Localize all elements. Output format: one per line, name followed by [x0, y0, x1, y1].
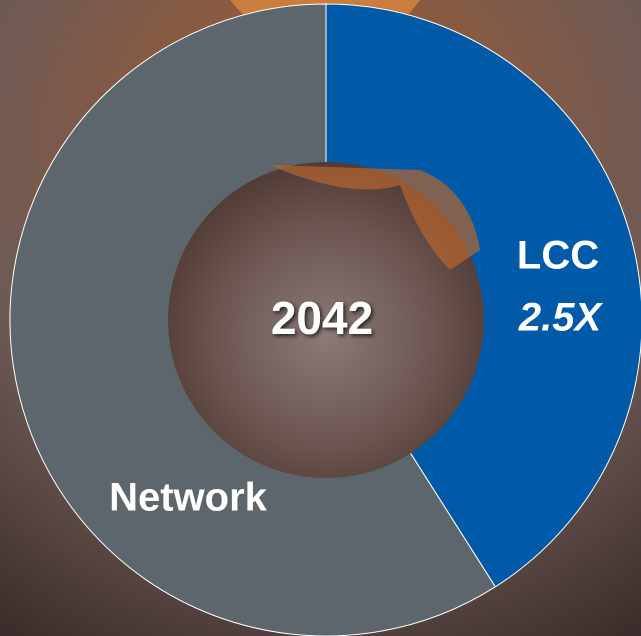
center-label: 2042	[271, 292, 373, 344]
slice-annotation: 2.5X	[518, 296, 604, 340]
donut-hole	[168, 162, 484, 478]
hole-photo	[270, 165, 480, 270]
slice-label: Network	[109, 476, 268, 520]
slice-label: LCC	[517, 234, 599, 278]
